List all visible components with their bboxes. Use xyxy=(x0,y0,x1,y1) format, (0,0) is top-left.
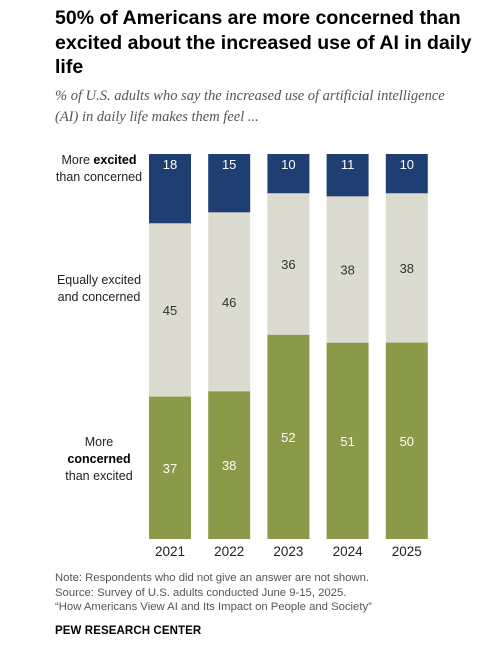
footnote-block: Note: Respondents who did not give an an… xyxy=(55,571,372,615)
bar-segment-2024-s0 xyxy=(326,342,369,539)
data-label-2021-s0: 37 xyxy=(163,461,177,476)
note-text: Note: Respondents who did not give an an… xyxy=(55,572,369,584)
x-tick-label-2025: 2025 xyxy=(392,544,422,559)
bar-segment-2023-s2 xyxy=(267,154,310,194)
bar-segment-2021-s0 xyxy=(149,396,191,539)
data-label-2024-s0: 51 xyxy=(340,434,354,449)
row-label-concerned-pre: More xyxy=(84,435,114,449)
data-label-2025-s0: 50 xyxy=(400,434,414,449)
row-label-concerned-post: than excited xyxy=(65,469,133,483)
chart-subtitle: % of U.S. adults who say the increased u… xyxy=(55,88,445,125)
bar-segment-2023-s1 xyxy=(267,193,310,335)
data-label-2024-s1: 38 xyxy=(340,263,354,278)
row-label-excited-bold: excited xyxy=(93,153,137,167)
x-tick-label-2022: 2022 xyxy=(214,544,244,559)
bar-segment-2025-s1 xyxy=(385,193,428,343)
row-label-excited-pre: More xyxy=(61,153,94,167)
x-tick-label-2024: 2024 xyxy=(333,544,364,559)
bar-segment-2023-s0 xyxy=(267,334,310,539)
bar-segment-2022-s0 xyxy=(208,391,251,539)
data-label-2023-s0: 52 xyxy=(281,430,295,445)
bar-segment-2022-s1 xyxy=(208,212,251,392)
row-label-concerned: More concerned than excited xyxy=(52,434,146,485)
bar-segment-2024-s2 xyxy=(326,154,369,197)
bar-segment-2021-s2 xyxy=(149,154,191,224)
data-label-2023-s1: 36 xyxy=(281,257,295,272)
chart-title: 50% of Americans are more concerned than… xyxy=(55,7,472,78)
x-tick-label-2023: 2023 xyxy=(273,544,303,559)
data-label-2022-s2: 15 xyxy=(222,157,236,172)
row-label-equal: Equally excited and concerned xyxy=(56,273,142,304)
x-tick-label-2021: 2021 xyxy=(155,544,185,559)
row-label-excited-post: than concerned xyxy=(55,170,143,184)
bar-segment-2024-s1 xyxy=(326,196,369,343)
bar-segment-2021-s1 xyxy=(149,223,191,397)
data-label-2021-s2: 18 xyxy=(163,157,177,172)
data-label-2021-s1: 45 xyxy=(163,303,177,318)
source-text: Source: Survey of U.S. adults conducted … xyxy=(55,586,347,599)
report-title: “How Americans View AI and Its Impact on… xyxy=(55,601,372,614)
data-label-2022-s1: 46 xyxy=(222,295,236,310)
pew-logo-text: PEW RESEARCH CENTER xyxy=(55,625,202,637)
data-label-2024-s2: 11 xyxy=(341,157,355,172)
data-label-2025-s2: 10 xyxy=(400,157,414,172)
data-label-2022-s0: 38 xyxy=(222,458,236,473)
data-label-2023-s2: 10 xyxy=(281,157,295,172)
row-label-excited: More excited than concerned xyxy=(52,152,146,186)
row-label-concerned-bold: concerned xyxy=(67,452,131,466)
bar-segment-2025-s0 xyxy=(385,342,428,539)
bar-segment-2025-s2 xyxy=(385,154,428,194)
data-label-2025-s1: 38 xyxy=(400,261,414,276)
bar-segment-2022-s2 xyxy=(208,154,251,213)
